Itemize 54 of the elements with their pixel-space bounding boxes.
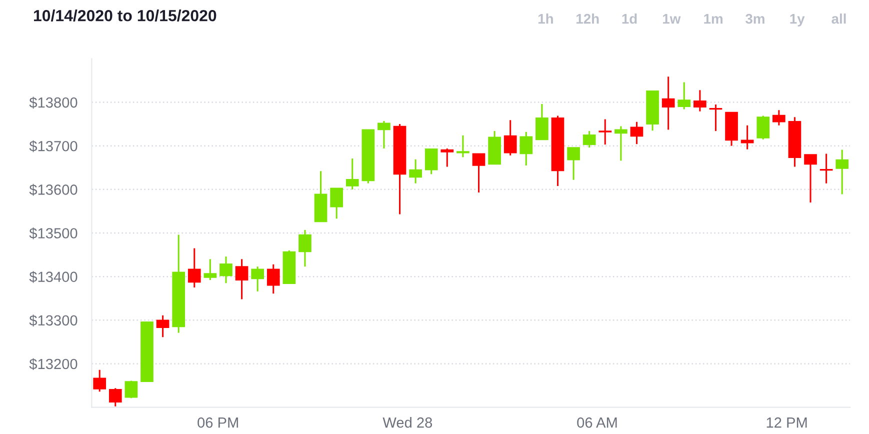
text: 1m	[704, 14, 722, 24]
candlestick	[756, 115, 770, 140]
candlestick	[440, 148, 454, 168]
candlestick	[630, 121, 644, 145]
candlestick	[504, 119, 517, 156]
candlestick	[93, 369, 106, 392]
x-tick-label: 06 PM	[198, 417, 238, 428]
candlestick	[204, 258, 217, 281]
candlestick	[409, 158, 422, 184]
candlestick	[156, 314, 170, 338]
candlestick	[582, 130, 596, 148]
candlestick	[456, 134, 470, 158]
candlestick	[804, 154, 817, 204]
candlestick	[836, 149, 849, 195]
x-tick-label: 12 PM	[766, 417, 807, 428]
y-tick-label: $13300	[29, 314, 78, 326]
candlestick	[251, 266, 264, 292]
candlestick	[235, 258, 248, 300]
candlestick	[266, 264, 280, 294]
text: 1y	[790, 14, 805, 26]
candlestick	[662, 76, 675, 130]
candlestick	[188, 247, 201, 288]
candlestick	[108, 387, 122, 408]
y-tick-label: $13700	[29, 140, 78, 152]
candlestick	[693, 89, 706, 112]
candlestick	[298, 229, 312, 268]
candlestick	[567, 146, 580, 181]
candlestick	[378, 120, 390, 150]
y-tick-label: $13400	[29, 271, 78, 283]
candlestick	[472, 152, 486, 194]
candlestick	[614, 125, 628, 162]
chart-title: 10/14/2020 to 10/15/2020	[34, 10, 216, 22]
candlestick	[598, 118, 612, 146]
candlestick	[124, 380, 138, 399]
text: 1h	[538, 14, 553, 24]
candlestick	[772, 109, 786, 126]
candlestick	[536, 103, 548, 141]
text: 3m	[745, 14, 764, 24]
candlestick	[346, 158, 359, 190]
y-tick-label: $13800	[29, 96, 78, 109]
y-tick-label: $13200	[29, 358, 78, 370]
candlestick	[220, 256, 232, 284]
text: 12h	[576, 14, 599, 24]
text: 1d	[622, 14, 637, 24]
candlestick	[424, 148, 438, 175]
candlestick	[678, 81, 691, 110]
candlestick	[330, 187, 343, 220]
candlestick	[520, 131, 533, 166]
y-tick-label: $13600	[29, 184, 78, 196]
x-tick-label: 06 AM	[577, 417, 617, 428]
y-tick-label: $13500	[29, 227, 78, 240]
text: all	[832, 14, 846, 24]
text: 1w	[663, 14, 681, 24]
x-tick-label: Wed 28	[382, 417, 432, 428]
